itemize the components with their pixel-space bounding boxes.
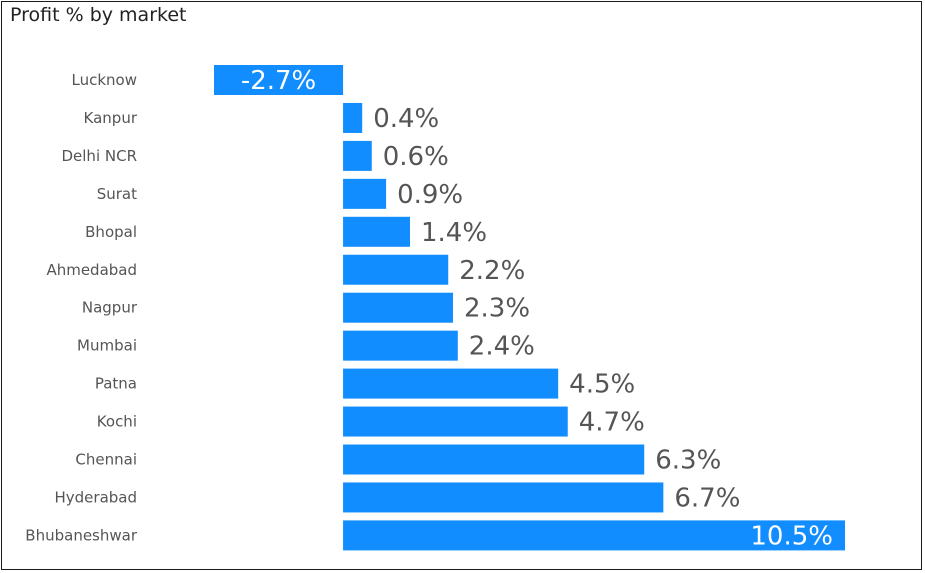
bar[interactable]	[343, 292, 454, 323]
category-label: Ahmedabad	[46, 261, 137, 279]
bar[interactable]	[343, 520, 845, 551]
data-label: 4.7%	[579, 408, 645, 438]
bar[interactable]	[343, 254, 449, 285]
bar[interactable]	[343, 444, 645, 475]
data-label: 0.4%	[373, 104, 439, 134]
bar[interactable]	[343, 330, 458, 361]
category-label: Nagpur	[82, 299, 138, 317]
bar[interactable]	[343, 140, 372, 171]
category-label: Chennai	[75, 451, 137, 469]
data-label: 4.5%	[569, 370, 635, 400]
category-label: Bhopal	[85, 223, 137, 241]
bar[interactable]	[343, 178, 387, 209]
data-label: 0.6%	[383, 142, 449, 172]
data-label: 2.2%	[459, 256, 525, 286]
data-label: 0.9%	[397, 180, 463, 210]
bar[interactable]	[343, 102, 363, 133]
bar[interactable]	[343, 368, 559, 399]
data-label: 2.4%	[469, 332, 535, 362]
data-label: 6.7%	[674, 483, 740, 513]
bar[interactable]	[343, 216, 410, 247]
category-label: Kochi	[97, 413, 137, 431]
category-label: Surat	[97, 185, 137, 203]
data-label: -2.7%	[241, 66, 316, 96]
category-label: Bhubaneshwar	[25, 526, 138, 544]
chart-title: Profit % by market	[10, 4, 187, 26]
bar[interactable]	[343, 482, 664, 513]
data-label: 6.3%	[655, 446, 721, 476]
bar[interactable]	[343, 406, 568, 437]
category-label: Mumbai	[77, 337, 137, 355]
category-label: Delhi NCR	[61, 147, 137, 165]
category-label: Hyderabad	[55, 488, 138, 506]
category-label: Lucknow	[72, 71, 138, 89]
category-label: Patna	[95, 375, 137, 393]
category-label: Kanpur	[84, 109, 138, 127]
data-label: 2.3%	[464, 294, 530, 324]
bar[interactable]	[214, 65, 344, 95]
data-label: 1.4%	[421, 218, 487, 248]
data-label: 10.5%	[750, 521, 833, 551]
